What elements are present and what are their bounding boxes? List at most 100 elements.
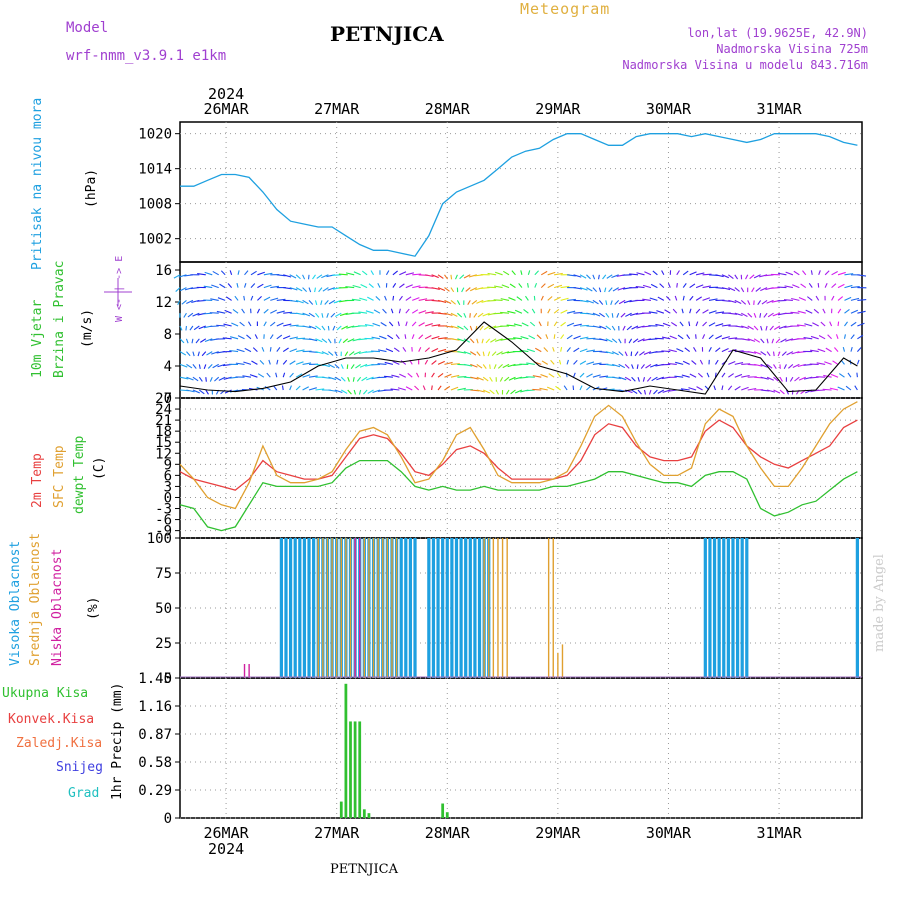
wind-barb (263, 308, 269, 314)
ytick-label: 75 (155, 566, 172, 582)
wind-barb (786, 351, 794, 356)
wind-barb (220, 270, 226, 276)
ytick-label: 1.45 (138, 671, 172, 687)
wind-barb (560, 347, 563, 352)
wind-barb (315, 312, 320, 318)
wind-barb (405, 308, 410, 314)
wind-barb (405, 296, 412, 301)
wind-barb (791, 351, 800, 355)
precip-bar (367, 813, 371, 818)
ytick-label: 12 (155, 295, 172, 311)
wind-barb (379, 335, 387, 340)
wind-barb (500, 311, 510, 314)
wind-barb (702, 309, 709, 314)
wind-barb (545, 334, 549, 340)
wind-barb (444, 373, 452, 378)
wind-barb (857, 310, 866, 314)
wind-barb (380, 322, 387, 327)
wind-barb (372, 322, 381, 327)
wind-barb (618, 376, 627, 381)
wind-barb (626, 325, 632, 331)
wind-barb (835, 334, 839, 339)
wind-barb (425, 274, 434, 278)
wind-barb (830, 373, 839, 378)
wind-barb (796, 324, 806, 327)
model-name: wrf-nmm_v3.9.1 e1km (66, 48, 227, 64)
wind-barb (418, 346, 422, 352)
wind-barb (328, 376, 337, 381)
wind-barb (463, 363, 473, 367)
wind-barb (418, 334, 424, 340)
wind-barb (766, 351, 771, 357)
wind-barb (276, 310, 285, 314)
wind-barb (263, 284, 272, 289)
wind-barb (186, 376, 194, 381)
wind-barb (488, 325, 497, 330)
wind-barb (518, 283, 523, 288)
wind-barb (463, 325, 469, 331)
wind-barb (525, 389, 535, 392)
top-day-label: 26MAR (204, 100, 250, 118)
wind-barb (652, 270, 658, 276)
wind-barb (605, 300, 608, 305)
wind-barb (598, 287, 602, 293)
wind-barb (334, 389, 343, 394)
wind-barb (831, 271, 838, 276)
ytick-label: -9 (155, 524, 172, 540)
wind-barb (229, 270, 233, 275)
wind-barb (504, 376, 510, 382)
wind-barb (397, 321, 400, 327)
wind-barb (315, 388, 325, 391)
wind-barb (393, 347, 400, 353)
wind-barb (302, 312, 311, 317)
wind-barb (708, 322, 716, 327)
wind-barb (689, 308, 692, 314)
wind-barb (747, 351, 757, 354)
wind-barb (296, 312, 305, 316)
wind-barb (342, 338, 349, 344)
temp-line-1 (179, 401, 858, 510)
wind-barb (787, 363, 794, 369)
wind-barb (192, 389, 200, 394)
wind-barb (822, 308, 826, 314)
top-day-label: 27MAR (314, 100, 360, 118)
wind-barb (699, 359, 704, 365)
wind-barb (295, 274, 301, 280)
wind-barb (721, 274, 730, 279)
wind-barb (270, 309, 278, 314)
wind-barb (495, 389, 499, 395)
wind-barb (263, 296, 271, 301)
wind-barb (775, 338, 781, 344)
wind-barb (179, 363, 188, 368)
wind-barb (676, 270, 680, 276)
wind-barb (708, 334, 714, 340)
wind-barb (689, 373, 697, 378)
cloud-bar-high (293, 538, 297, 678)
wind-barb (198, 376, 203, 382)
wind-barb (793, 270, 800, 276)
wind-barb (355, 363, 361, 369)
wind-barb (592, 287, 598, 293)
wind-barb (211, 284, 219, 289)
wind-barb (573, 372, 576, 378)
wind-barb (702, 321, 708, 327)
wind-barb (437, 385, 442, 391)
wind-barb (450, 274, 453, 280)
wind-barb (321, 376, 331, 379)
wind-barb (555, 385, 561, 391)
bottom-day-label: 31MAR (756, 824, 802, 842)
ytick-label: -3 (155, 502, 172, 518)
wind-barb (425, 311, 434, 314)
wind-barb (418, 322, 425, 327)
wind-barb (444, 299, 452, 304)
wind-barb (418, 298, 428, 301)
cloud-bar-high (717, 538, 721, 678)
wind-barb (634, 351, 639, 357)
wind-barb (808, 283, 813, 288)
wind-barb (780, 338, 787, 343)
wind-barb (269, 334, 274, 340)
wind-barb (499, 376, 504, 382)
wind-barb (734, 386, 741, 391)
wind-barb (185, 325, 187, 331)
